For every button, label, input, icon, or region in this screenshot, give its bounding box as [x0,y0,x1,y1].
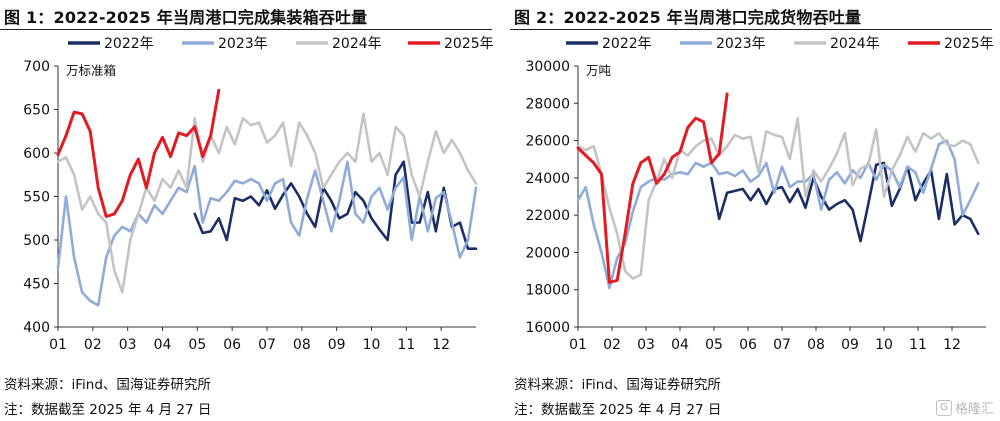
x-tick-label: 02 [603,337,621,350]
x-tick-label: 01 [49,337,67,350]
x-tick-label: 05 [705,337,723,350]
series-line-2024年 [56,112,478,294]
y-tick-label: 650 [23,103,50,119]
watermark: G 格隆汇 [935,398,994,417]
unit-label: 万吨 [586,63,612,78]
watermark-logo-icon: G [935,399,952,416]
container-throughput-chart: 400 450 500 550 600 650 700 01 02 03 04 05 06 07 08 09 1… [23,36,494,350]
x-tick-label: 10 [875,337,893,350]
x-tick-label: 01 [569,337,587,350]
x-tick-label: 07 [773,337,791,350]
cargo-throughput-chart: 16000 18000 20000 22000 24000 26000 28000 30000… [525,36,994,350]
chart-title: 图 1：2022-2025 年当周港口完成集装箱吞吐量 [4,8,368,27]
y-tick-label: 700 [23,59,50,75]
title-divider [510,29,992,30]
x-tick-label: 12 [943,337,961,350]
x-tick-label: 10 [363,337,381,350]
y-tick-label: 26000 [525,134,570,150]
legend-label: 2023年 [716,36,766,52]
series-line-2025年 [56,88,221,218]
y-tick-label: 600 [23,146,50,162]
legend-label: 2023年 [218,36,268,52]
y-tick-label: 18000 [525,283,570,299]
x-tick-label: 08 [293,337,311,350]
note-text: 注：数据截至 2025 年 4 月 27 日 [4,402,212,418]
y-tick-label: 550 [23,190,50,206]
legend-label: 2022年 [104,36,154,52]
y-tick-label: 450 [23,277,50,293]
y-tick-label: 30000 [525,59,570,75]
legend-label: 2022年 [602,36,652,52]
x-tick-label: 09 [841,337,859,350]
right-chart-panel: 图 2：2022-2025 年当周港口完成货物吞吐量 16000 18000 200… [510,0,1000,421]
unit-label: 万标准箱 [66,63,116,78]
series-line-2024年 [576,116,980,280]
x-tick-label: 09 [328,337,346,350]
series-line-2023年 [576,139,980,290]
y-tick-label: 500 [23,233,50,249]
y-tick-label: 16000 [525,320,570,336]
legend-label: 2025年 [944,36,994,52]
x-tick-label: 07 [258,337,276,350]
series-line-2023年 [56,160,478,307]
note-text: 注：数据截至 2025 年 4 月 27 日 [514,402,722,418]
x-tick-label: 06 [223,337,241,350]
y-tick-label: 24000 [525,171,570,187]
title-divider [0,29,492,30]
watermark-text: 格隆汇 [954,402,994,417]
series-line-2025年 [576,92,729,284]
x-tick-label: 05 [188,337,206,350]
x-tick-label: 03 [119,337,137,350]
x-tick-label: 11 [909,337,927,350]
series-line-2022年 [710,161,980,243]
x-tick-label: 06 [739,337,757,350]
x-tick-label: 08 [807,337,825,350]
left-chart-panel: 图 1：2022-2025 年当周港口完成集装箱吞吐量 400 450 500 550… [0,8,494,418]
legend-label: 2024年 [830,36,880,52]
x-tick-label: 11 [397,337,415,350]
y-tick-label: 400 [23,320,50,336]
source-text: 资料来源：iFind、国海证券研究所 [4,377,211,393]
legend-label: 2025年 [444,36,494,52]
y-tick-label: 20000 [525,245,570,261]
y-tick-label: 22000 [525,208,570,224]
series-line-2022年 [193,160,478,250]
x-tick-label: 03 [637,337,655,350]
x-tick-label: 04 [154,337,172,350]
legend-label: 2024年 [332,36,382,52]
source-text: 资料来源：iFind、国海证券研究所 [514,377,721,393]
x-tick-label: 02 [84,337,102,350]
x-tick-label: 04 [671,337,689,350]
x-tick-label: 12 [432,337,450,350]
y-tick-label: 28000 [525,96,570,112]
chart-title: 图 2：2022-2025 年当周港口完成货物吞吐量 [514,8,862,27]
